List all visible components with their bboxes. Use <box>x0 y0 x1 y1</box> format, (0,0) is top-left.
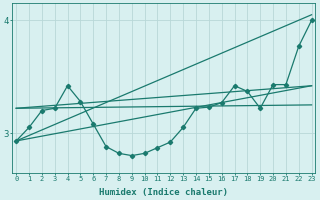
X-axis label: Humidex (Indice chaleur): Humidex (Indice chaleur) <box>100 188 228 197</box>
